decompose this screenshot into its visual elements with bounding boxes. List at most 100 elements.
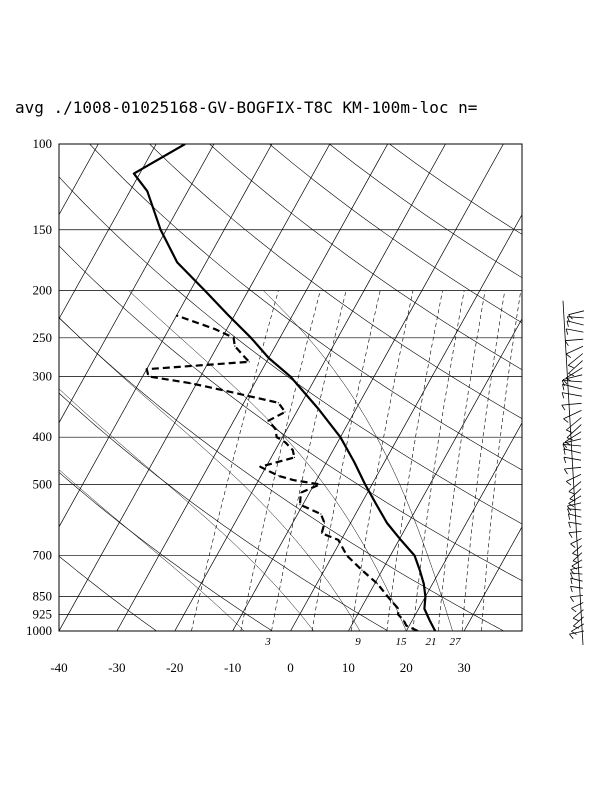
isotherm [580,144,612,631]
wind-barb [570,566,583,570]
wind-barb-feather [570,572,573,579]
dewpoint-point [387,596,389,598]
dry-adiabat [59,176,522,525]
dewpoint-point [405,625,407,627]
dewpoint-point [190,382,192,384]
temperature-tick-label: -40 [50,660,67,675]
dewpoint-point [259,466,261,468]
pressure-tick-label: 250 [33,330,53,345]
dry-adiabat [89,144,522,471]
wind-barb-feather [565,353,572,359]
dewpoint-point [337,539,339,541]
dewpoint-point [248,361,250,363]
wind-barb-feather [564,340,569,347]
wind-barb [570,538,582,545]
dewpoint-point [147,375,150,377]
wind-barb [572,552,583,562]
isotherm [116,144,389,631]
temperature-point [400,539,402,541]
wind-barb-feather [568,365,574,369]
temperature-tick-label: 0 [287,660,294,675]
temperature-point [375,504,377,506]
dewpoint-point [376,583,379,585]
temperature-tick-label: 10 [342,660,355,675]
wind-barb [568,521,582,525]
wind-barb [571,623,585,632]
wind-barb-feather [563,468,568,475]
temperature-point [431,625,433,627]
dewpoint-point [361,569,363,571]
wind-barb [569,488,582,500]
wind-barb-feather [567,508,571,515]
wind-barb-feather [571,607,577,613]
dewpoint-point [292,449,294,451]
wind-barb-feather [565,328,569,335]
temperature-point [146,190,148,192]
wind-barb-feather [568,532,573,538]
wind-barb [565,367,583,379]
wind-barb [562,438,582,444]
wind-barb-feather [566,320,569,327]
temperature-tick-label: -30 [108,660,125,675]
wind-barb [567,502,582,507]
wind-barb [570,595,584,598]
dewpoint-point [392,602,394,604]
isotherm [59,144,215,424]
chart-title: avg ./1008-01025168-GV-BOGFIX-T8C KM-100… [15,98,478,117]
dewpoint-point [284,441,286,443]
mixing-ratio-line [412,290,465,631]
dewpoint-point [146,368,148,370]
wind-barb-feather [568,521,571,528]
pressure-tick-label: 100 [33,136,53,151]
wind-barb [572,609,584,619]
dewpoint-point [321,532,323,534]
dewpoint-point [175,314,178,317]
mixing-ratio-line [311,290,381,631]
dewpoint-point [284,411,286,413]
wind-barb [562,444,582,447]
isotherm [405,422,522,631]
pressure-tick-label: 1000 [26,623,52,638]
mixing-ratio-line [461,290,506,631]
pressure-tick-label: 850 [33,589,53,604]
pressure-tick-label: 200 [33,283,53,298]
mixing-ratio-label: 21 [426,636,437,648]
wind-barb-feather [569,596,574,603]
pressure-tick-label: 700 [33,548,53,563]
wind-barb [567,508,582,511]
isotherm [521,630,522,631]
wind-barb [568,310,585,316]
mixing-ratio-line [191,290,279,631]
temperature-point [353,461,355,463]
wind-barb-feather [561,392,565,399]
wind-barb [563,410,582,420]
temperature-tick-label: -20 [166,660,183,675]
wind-barb [571,559,583,567]
temperature-point [419,569,421,571]
wind-barb-feather [572,553,579,557]
pressure-tick-label: 300 [33,368,53,383]
mixing-ratio-label: 9 [355,636,361,648]
pressure-tick-label: 400 [33,429,53,444]
wind-barb [562,392,582,397]
wind-barb [569,630,585,635]
wind-barb [568,360,583,374]
temperature-tick-label: 20 [400,660,413,675]
wind-barb-feather [562,384,565,391]
moist-adiabat [59,388,314,631]
wind-barb [564,431,582,443]
dewpoint-point [403,619,405,621]
dry-adiabat [269,144,522,324]
wind-barb [568,513,582,518]
pressure-tick-label: 925 [33,607,53,622]
wind-barb-feather [570,586,573,593]
wind-barb-feather [573,625,580,629]
dewpoint-point [233,337,235,339]
dewpoint-point [397,613,399,616]
wind-barb [562,383,582,390]
mixing-ratio-label: 27 [450,636,462,648]
wind-barb-feather [568,491,575,495]
wind-barb-feather [566,429,572,433]
temperature-point [423,608,425,610]
